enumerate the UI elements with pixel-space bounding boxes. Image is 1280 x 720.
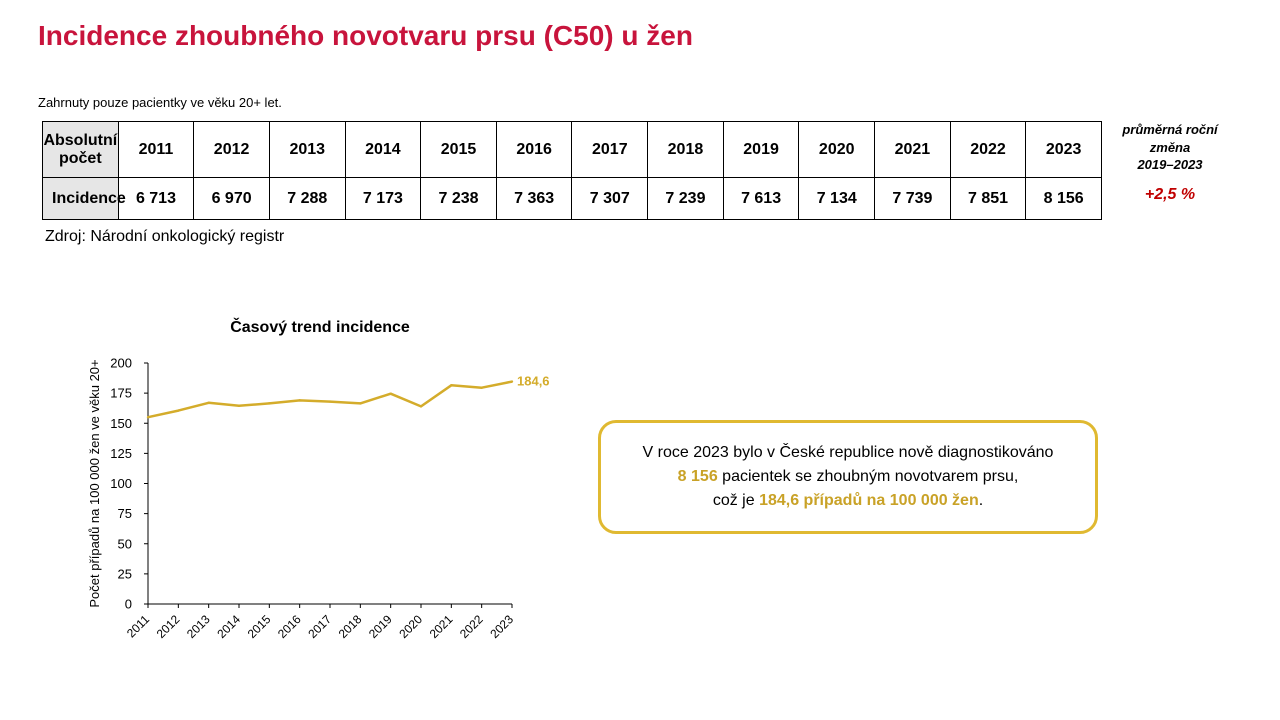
avg-change-label: průměrná roční změna 2019–2023 bbox=[1110, 121, 1230, 174]
data-point bbox=[419, 405, 423, 408]
x-tick-label: 2020 bbox=[396, 612, 425, 641]
incidence-cell: 6 713 bbox=[117, 177, 195, 220]
callout-line-2-text: pacientek se zhoubným novotvarem prsu, bbox=[717, 468, 1019, 485]
incidence-series-line bbox=[147, 380, 513, 419]
data-point bbox=[237, 404, 241, 407]
year-header: 2023 bbox=[1025, 121, 1102, 178]
y-tick-label: 200 bbox=[110, 356, 132, 371]
table-header-label-line1: Absolutní bbox=[43, 131, 118, 149]
incidence-cell: 7 134 bbox=[798, 177, 876, 220]
year-header: 2011 bbox=[117, 121, 195, 178]
y-axis-title: Počet případů na 100 000 žen ve věku 20+ bbox=[87, 359, 102, 607]
data-point bbox=[207, 401, 210, 404]
year-header: 2013 bbox=[268, 121, 346, 178]
avg-change-value: +2,5 % bbox=[1144, 186, 1196, 203]
data-point bbox=[328, 400, 332, 403]
table-header-label: Absolutní počet bbox=[42, 121, 119, 178]
year-header: 2019 bbox=[722, 121, 800, 178]
data-point bbox=[359, 402, 362, 405]
x-tick-label: 2022 bbox=[457, 612, 486, 641]
incidence-cell: 7 239 bbox=[647, 177, 724, 220]
year-header: 2016 bbox=[495, 121, 573, 178]
x-tick-label: 2018 bbox=[336, 612, 365, 641]
incidence-cell: 7 613 bbox=[722, 177, 800, 220]
x-tick-label: 2015 bbox=[245, 612, 274, 641]
year-header: 2017 bbox=[571, 121, 649, 178]
incidence-cell: 7 238 bbox=[420, 177, 497, 220]
x-tick-label: 2023 bbox=[487, 612, 516, 641]
x-tick-label: 2012 bbox=[154, 612, 183, 641]
callout-line-1: V roce 2023 bylo v České republice nově … bbox=[642, 444, 1054, 461]
data-point bbox=[389, 392, 392, 395]
age-note: Zahrnuty pouze pacientky ve věku 20+ let… bbox=[38, 95, 282, 110]
incidence-cell: 7 173 bbox=[344, 177, 422, 220]
x-tick-label: 2021 bbox=[427, 612, 456, 641]
avg-change-label-line2: změna bbox=[1149, 139, 1191, 155]
x-tick-label: 2013 bbox=[184, 612, 213, 641]
table-header-label-line2: počet bbox=[58, 149, 102, 167]
year-header: 2020 bbox=[798, 121, 876, 178]
data-point bbox=[510, 380, 514, 383]
y-tick-label: 125 bbox=[110, 446, 132, 461]
x-tick-label: 2014 bbox=[214, 612, 243, 641]
data-point bbox=[480, 386, 483, 389]
x-tick-label: 2017 bbox=[305, 612, 334, 641]
callout-line-2: 8 156 pacientek se zhoubným novotvarem p… bbox=[678, 465, 1019, 489]
year-header: 2012 bbox=[193, 121, 270, 178]
table-row: Incidence 6 713 6 970 7 288 7 173 7 238 … bbox=[42, 177, 1102, 220]
chart-title: Časový trend incidence bbox=[230, 319, 410, 336]
y-tick-label: 0 bbox=[125, 597, 132, 612]
data-point bbox=[268, 402, 271, 405]
x-tick-label: 2011 bbox=[124, 612, 152, 640]
y-tick-label: 175 bbox=[110, 386, 132, 401]
data-point bbox=[298, 399, 301, 402]
x-tick-label: 2016 bbox=[275, 612, 304, 641]
y-tick-label: 100 bbox=[110, 476, 132, 491]
end-value-label: 184,6 bbox=[517, 374, 550, 389]
incidence-cell: 7 363 bbox=[495, 177, 573, 220]
incidence-cell: 8 156 bbox=[1025, 177, 1102, 220]
data-point bbox=[450, 384, 453, 387]
source-note: Zdroj: Národní onkologický registr bbox=[45, 228, 285, 245]
y-tick-label: 50 bbox=[118, 536, 132, 551]
avg-change-label-line1: průměrná roční bbox=[1122, 122, 1218, 137]
year-header: 2021 bbox=[874, 121, 951, 178]
y-tick-label: 25 bbox=[118, 566, 132, 581]
y-tick-label: 75 bbox=[118, 506, 132, 521]
incidence-cell: 7 739 bbox=[874, 177, 951, 220]
avg-change-label-line3: 2019–2023 bbox=[1137, 157, 1203, 173]
row-label: Incidence bbox=[42, 177, 126, 220]
incidence-cell: 6 970 bbox=[193, 177, 270, 220]
callout-rate: 184,6 případů na 100 000 žen bbox=[759, 492, 979, 509]
incidence-cell: 7 307 bbox=[571, 177, 649, 220]
year-header: 2015 bbox=[420, 121, 497, 178]
data-point bbox=[177, 409, 180, 412]
table-header-row: Absolutní počet 2011 2012 2013 2014 2015… bbox=[42, 121, 1102, 178]
y-tick-label: 150 bbox=[110, 416, 132, 431]
incidence-table: Absolutní počet 2011 2012 2013 2014 2015… bbox=[42, 121, 1102, 220]
x-tick-label: 2019 bbox=[366, 612, 395, 641]
callout-line-3: což je 184,6 případů na 100 000 žen. bbox=[713, 489, 983, 513]
callout-count: 8 156 bbox=[677, 468, 718, 485]
data-point bbox=[146, 416, 150, 419]
summary-callout: V roce 2023 bylo v České republice nově … bbox=[598, 420, 1098, 534]
callout-line-3-post: . bbox=[978, 492, 984, 509]
page-title: Incidence zhoubného novotvaru prsu (C50)… bbox=[38, 20, 693, 51]
callout-line-3-pre: což je bbox=[712, 492, 760, 509]
incidence-cell: 7 851 bbox=[949, 177, 1027, 220]
year-header: 2022 bbox=[949, 121, 1027, 178]
year-header: 2018 bbox=[647, 121, 724, 178]
year-header: 2014 bbox=[344, 121, 422, 178]
incidence-cell: 7 288 bbox=[268, 177, 346, 220]
